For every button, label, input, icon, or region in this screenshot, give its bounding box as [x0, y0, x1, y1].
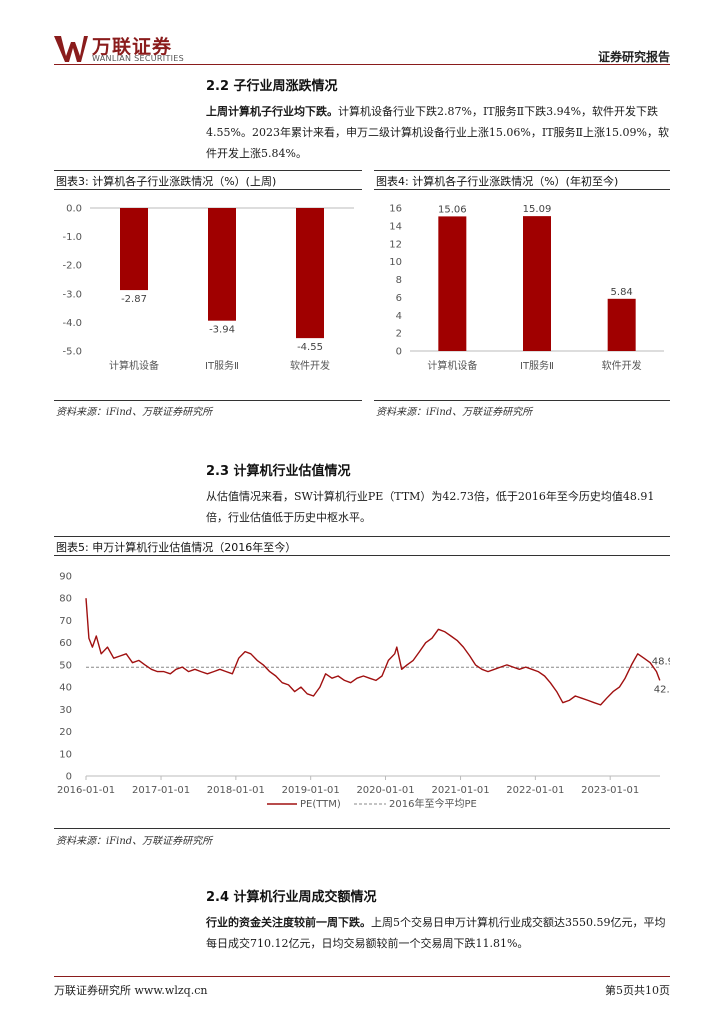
- x-tick-label: 2020-01-01: [356, 785, 414, 796]
- pe-ttm-line: [85, 598, 661, 706]
- figure5-title-rule: [54, 555, 670, 556]
- y-tick-label: 0.0: [66, 204, 82, 215]
- figure3-top-rule: [54, 170, 362, 171]
- logo-w-icon: [54, 36, 88, 62]
- header-divider: [54, 64, 670, 65]
- x-tick-label: IT服务Ⅱ: [520, 359, 554, 372]
- x-tick-label: 计算机设备: [109, 359, 159, 372]
- x-tick-label: 2017-01-01: [132, 785, 190, 796]
- bar-1: [120, 208, 148, 291]
- y-tick-label: 8: [396, 275, 402, 286]
- y-tick-label: 30: [59, 705, 72, 716]
- figure5-bottom-rule: [54, 828, 670, 829]
- bar-2: [208, 208, 236, 321]
- data-label: 5.84: [611, 287, 633, 298]
- data-label: -4.55: [297, 342, 323, 353]
- y-tick-label: -4.0: [62, 318, 82, 329]
- legend-avg-label: 2016年至今平均PE: [389, 797, 477, 810]
- figure5-title: 图表5: 申万计算机行业估值情况（2016年至今）: [56, 541, 297, 554]
- y-tick-label: 10: [59, 749, 72, 760]
- data-label: 15.09: [523, 204, 552, 215]
- y-tick-label: 0: [66, 772, 72, 783]
- y-tick-label: 50: [59, 660, 72, 671]
- y-tick-label: 70: [59, 616, 72, 627]
- data-label: 15.06: [438, 204, 467, 215]
- section-2-4-title: 2.4 计算机行业周成交额情况: [206, 890, 377, 905]
- figure3-title-rule: [54, 189, 362, 190]
- legend-pe-label: PE(TTM): [300, 799, 341, 810]
- y-tick-label: 20: [59, 727, 72, 738]
- y-tick-label: 10: [389, 257, 402, 268]
- y-tick-label: 12: [389, 239, 402, 250]
- figure5-top-rule: [54, 536, 670, 537]
- section-2-3-title: 2.3 计算机行业估值情况: [206, 464, 351, 479]
- x-tick-label: IT服务Ⅱ: [205, 359, 239, 372]
- x-tick-label: 软件开发: [290, 359, 330, 372]
- x-tick-label: 软件开发: [602, 359, 642, 372]
- section-2-4-lead: 行业的资金关注度较前一周下跌。: [206, 916, 371, 929]
- figure4-bottom-rule: [374, 400, 670, 401]
- x-tick-label: 2023-01-01: [581, 785, 639, 796]
- footer-divider: [54, 976, 670, 977]
- y-tick-label: 40: [59, 683, 72, 694]
- logo-text-en: WANLIAN SECURITIES: [92, 54, 185, 63]
- x-tick-label: 2022-01-01: [506, 785, 564, 796]
- section-2-2-paragraph: 上周计算机子行业均下跌。计算机设备行业下跌2.87%，IT服务Ⅱ下跌3.94%，…: [206, 101, 670, 164]
- y-tick-label: 0: [396, 347, 402, 358]
- pe-end-label: 42.73: [654, 684, 670, 695]
- data-label: -3.94: [209, 325, 235, 336]
- logo-text-cn: 万联证券: [92, 36, 173, 58]
- section-2-4-body: 上周5个交易日申万计算机行业成交额达3550.59亿元，平均每日成交710.12…: [206, 916, 666, 950]
- y-tick-label: -3.0: [62, 289, 82, 300]
- figure3-title: 图表3: 计算机各子行业涨跌情况（%）(上周): [56, 175, 277, 188]
- y-tick-label: 14: [389, 221, 402, 232]
- footer-publisher: 万联证券研究所 www.wlzq.cn: [54, 984, 208, 997]
- figure4-source: 资料来源：iFind、万联证券研究所: [376, 407, 533, 418]
- y-tick-label: -5.0: [62, 347, 82, 358]
- bar-2: [523, 216, 551, 351]
- x-tick-label: 计算机设备: [427, 359, 477, 372]
- x-tick-label: 2021-01-01: [431, 785, 489, 796]
- figure4-title-rule: [374, 189, 670, 190]
- bar-1: [438, 216, 467, 351]
- y-tick-label: 90: [59, 572, 72, 583]
- y-tick-label: 80: [59, 594, 72, 605]
- avg-end-label: 48.91: [652, 656, 670, 667]
- bar-3: [296, 208, 324, 339]
- x-tick-label: 2018-01-01: [207, 785, 265, 796]
- y-tick-label: 6: [396, 293, 402, 304]
- data-label: -2.87: [121, 294, 147, 305]
- x-tick-label: 2016-01-01: [57, 785, 115, 796]
- figure4-chart: 16 14 12 10 8 6 4 2 0 15.06 计算机设备 15.09 IT服务Ⅱ 5.84 软件开…: [389, 204, 664, 372]
- bar-3: [607, 298, 636, 351]
- section-2-2-title: 2.2 子行业周涨跌情况: [206, 79, 338, 94]
- figure5-source: 资料来源：iFind、万联证券研究所: [56, 836, 213, 847]
- y-tick-label: 60: [59, 638, 72, 649]
- footer-page-number: 第5页共10页: [605, 984, 670, 997]
- y-tick-label: -1.0: [62, 232, 82, 243]
- section-2-2-lead: 上周计算机子行业均下跌。: [206, 105, 338, 118]
- figure4-top-rule: [374, 170, 670, 171]
- figure3-bottom-rule: [54, 400, 362, 401]
- section-2-3-paragraph: 从估值情况来看，SW计算机行业PE（TTM）为42.73倍，低于2016年至今历…: [206, 490, 655, 524]
- x-tick-label: 2019-01-01: [282, 785, 340, 796]
- y-tick-label: 2: [396, 329, 402, 340]
- section-2-4-paragraph: 行业的资金关注度较前一周下跌。上周5个交易日申万计算机行业成交额达3550.59…: [206, 912, 670, 954]
- brand-logo: 万联证券 WANLIAN SECURITIES: [54, 34, 204, 64]
- figure4-title: 图表4: 计算机各子行业涨跌情况（%）(年初至今): [376, 175, 619, 188]
- figure3-chart: 0.0 -1.0 -2.0 -3.0 -4.0 -5.0 -2.87 计算机设备 -3.94 IT…: [62, 204, 354, 372]
- section-2-2-body: 计算机设备行业下跌2.87%，IT服务Ⅱ下跌3.94%，软件开发下跌4.55%。…: [206, 105, 669, 160]
- figure3-source: 资料来源：iFind、万联证券研究所: [56, 407, 213, 418]
- report-type-label: 证券研究报告: [597, 50, 670, 64]
- y-tick-label: 16: [389, 204, 402, 215]
- figure5-chart: 90 80 70 60 50 40 30 20 10 0 2016-01-01 2017-01-01 2…: [57, 572, 670, 811]
- y-tick-label: 4: [396, 311, 402, 322]
- y-tick-label: -2.0: [62, 261, 82, 272]
